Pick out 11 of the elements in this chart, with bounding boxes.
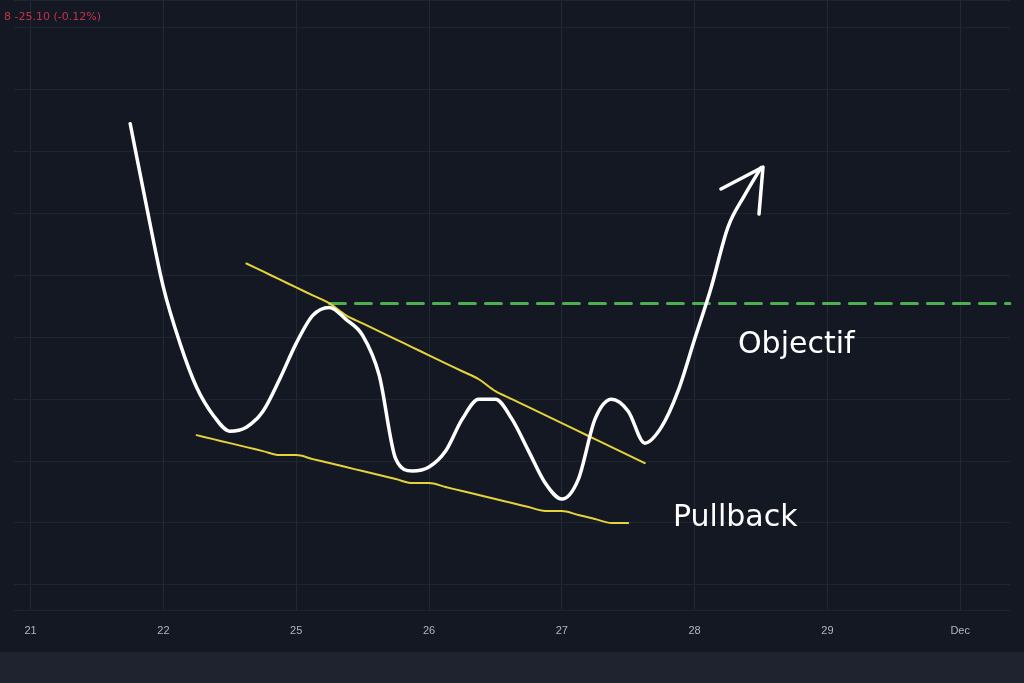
annotation: Pullback bbox=[673, 498, 798, 533]
x-tick-label: 25 bbox=[290, 624, 303, 637]
x-tick-label: 21 bbox=[24, 624, 37, 637]
annotation: Objectif bbox=[738, 325, 855, 360]
x-tick-label: 27 bbox=[555, 624, 568, 637]
x-tick-label: 26 bbox=[422, 624, 436, 637]
text: 8 -25.10 (-0.12%) bbox=[4, 10, 101, 23]
x-tick-label: 22 bbox=[157, 624, 170, 637]
x-tick-label: 29 bbox=[821, 624, 834, 637]
x-tick-label: 28 bbox=[688, 624, 701, 637]
x-tick-label: Dec bbox=[950, 624, 971, 637]
